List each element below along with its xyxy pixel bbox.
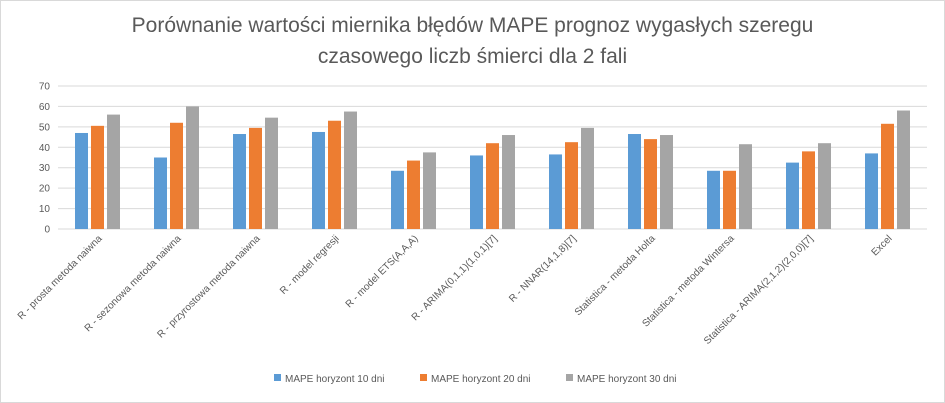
bar [707, 170, 720, 229]
y-tick-label: 30 [39, 163, 51, 174]
bar [249, 127, 262, 229]
bar [233, 134, 246, 229]
bar [470, 155, 483, 229]
bar [802, 151, 815, 229]
y-tick-label: 40 [39, 143, 51, 154]
x-tick-label: R - NNAR(14,1,8)[7] [507, 233, 579, 305]
bar [565, 142, 578, 229]
bar [486, 143, 499, 229]
legend-label: MAPE horyzont 30 dni [577, 374, 677, 385]
x-tick-label: R - prosta metoda naiwna [16, 233, 105, 322]
bar [265, 117, 278, 229]
y-tick-label: 20 [39, 184, 51, 195]
x-tick-label: Statistica - metoda Wintersa [640, 233, 737, 330]
x-tick-label: R - model regresji [278, 233, 342, 297]
bar [644, 139, 657, 229]
x-tick-label: Excel [870, 233, 895, 258]
chart-title: Porównanie wartości miernika błędów MAPE… [131, 14, 814, 68]
bar [186, 106, 199, 229]
y-tick-label: 50 [39, 122, 51, 133]
bar [91, 125, 104, 229]
bar [170, 122, 183, 229]
legend-swatch [566, 374, 573, 381]
legend-swatch [274, 374, 281, 381]
bar [154, 157, 167, 229]
bar [407, 160, 420, 229]
bar [818, 143, 831, 229]
legend-label: MAPE horyzont 10 dni [285, 374, 385, 385]
bar [344, 111, 357, 229]
y-tick-label: 0 [44, 225, 50, 236]
bar [628, 134, 641, 229]
y-tick-label: 70 [39, 82, 51, 93]
bar [549, 154, 562, 229]
bar [423, 152, 436, 229]
bar [581, 127, 594, 229]
x-tick-label: Statistica - metoda Holta [573, 233, 658, 318]
bar [897, 110, 910, 229]
legend-label: MAPE horyzont 20 dni [431, 374, 531, 385]
bar [75, 132, 88, 229]
bar [786, 162, 799, 229]
bar [660, 135, 673, 229]
bar [391, 170, 404, 229]
y-tick-label: 10 [39, 204, 51, 215]
bar [312, 131, 325, 229]
bar [739, 144, 752, 229]
bar [328, 120, 341, 229]
x-tick-label: R - model ETS(A,A,A) [344, 233, 421, 310]
x-tick-label: R - ARIMA(0,1,1)(1,0,1)[7] [410, 233, 500, 323]
y-tick-label: 60 [39, 102, 51, 113]
bar [502, 135, 515, 229]
bar [881, 123, 894, 229]
bar [107, 114, 120, 229]
bar [723, 170, 736, 229]
legend-swatch [420, 374, 427, 381]
bar [865, 153, 878, 229]
